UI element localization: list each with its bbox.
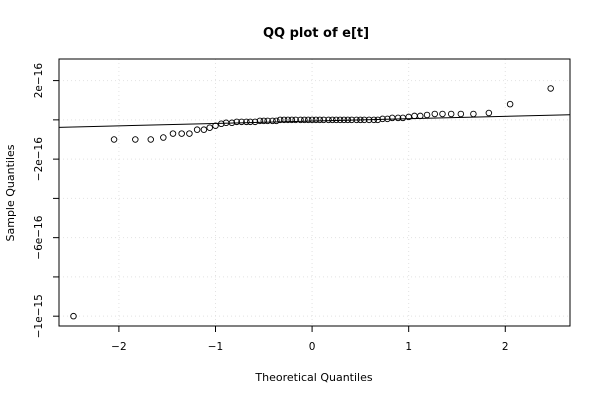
data-point [357,116,364,124]
grid [59,59,570,326]
data-point [506,100,514,108]
data-point [348,116,355,124]
data-point [360,116,368,124]
y-tick-label: −6e−16 [33,215,45,259]
data-point [336,116,344,124]
data-point [243,118,250,126]
data-point [238,118,245,126]
data-point [439,110,446,118]
data-point [308,116,316,124]
data-point [353,116,360,124]
chart-title: QQ plot of e[t] [263,26,369,41]
data-point [132,136,139,143]
data-point [256,117,264,125]
data-point [169,130,177,137]
data-point [316,116,324,124]
data-point [344,116,352,124]
y-axis: 2e−16 −2e−16 −6e−16 −1e−15 [33,63,59,338]
x-axis: −2 −1 0 1 2 [111,326,509,353]
data-point [228,119,236,127]
data-point [206,124,213,131]
data-point [340,116,348,124]
data-point [276,116,284,124]
y-axis-label: Sample Quantiles [4,144,17,241]
data-point [284,116,292,124]
data-point [160,134,167,141]
data-point [447,110,455,118]
data-point [186,130,193,137]
data-point [218,120,225,128]
x-tick-label: 1 [405,341,412,353]
data-point [247,118,254,126]
data-point [379,115,386,123]
data-point [384,115,391,123]
data-point [304,116,312,124]
data-point [200,126,208,133]
y-tick-label: 2e−16 [33,63,45,99]
x-tick-label: 2 [502,341,509,353]
data-point [297,116,304,124]
x-tick-label: −1 [208,341,223,353]
data-point [264,117,271,125]
data-point [470,110,477,118]
data-point [233,118,240,126]
data-point [320,116,327,124]
data-point [485,109,493,117]
data-point [374,116,382,124]
x-tick-label: −2 [111,341,126,353]
data-point [193,126,201,133]
data-point [147,136,155,143]
data-point [178,130,185,137]
data-point [280,116,288,124]
data-point [269,117,276,125]
data-point [251,118,259,126]
data-point [547,85,554,92]
data-point [110,136,118,143]
data-point [312,116,320,124]
data-point [423,111,431,119]
data-point [431,110,439,118]
data-point [329,116,336,124]
data-point [260,117,268,125]
data-point [292,116,299,124]
plot-area [58,85,571,320]
data-point [370,116,378,124]
x-tick-label: 0 [309,341,316,353]
data-point [212,122,219,129]
plot-frame [58,58,571,327]
data-point [301,116,308,124]
x-axis-label: Theoretical Quantiles [254,371,372,384]
data-point [457,110,465,118]
data-point [417,112,424,120]
data-point [365,116,373,124]
data-point [288,116,296,124]
data-point [394,114,402,122]
data-point [332,116,340,124]
data-point [325,116,332,124]
data-point [70,312,77,320]
y-tick-label: −2e−16 [33,137,45,181]
y-tick-label: −1e−15 [33,294,45,338]
data-point [273,117,280,125]
